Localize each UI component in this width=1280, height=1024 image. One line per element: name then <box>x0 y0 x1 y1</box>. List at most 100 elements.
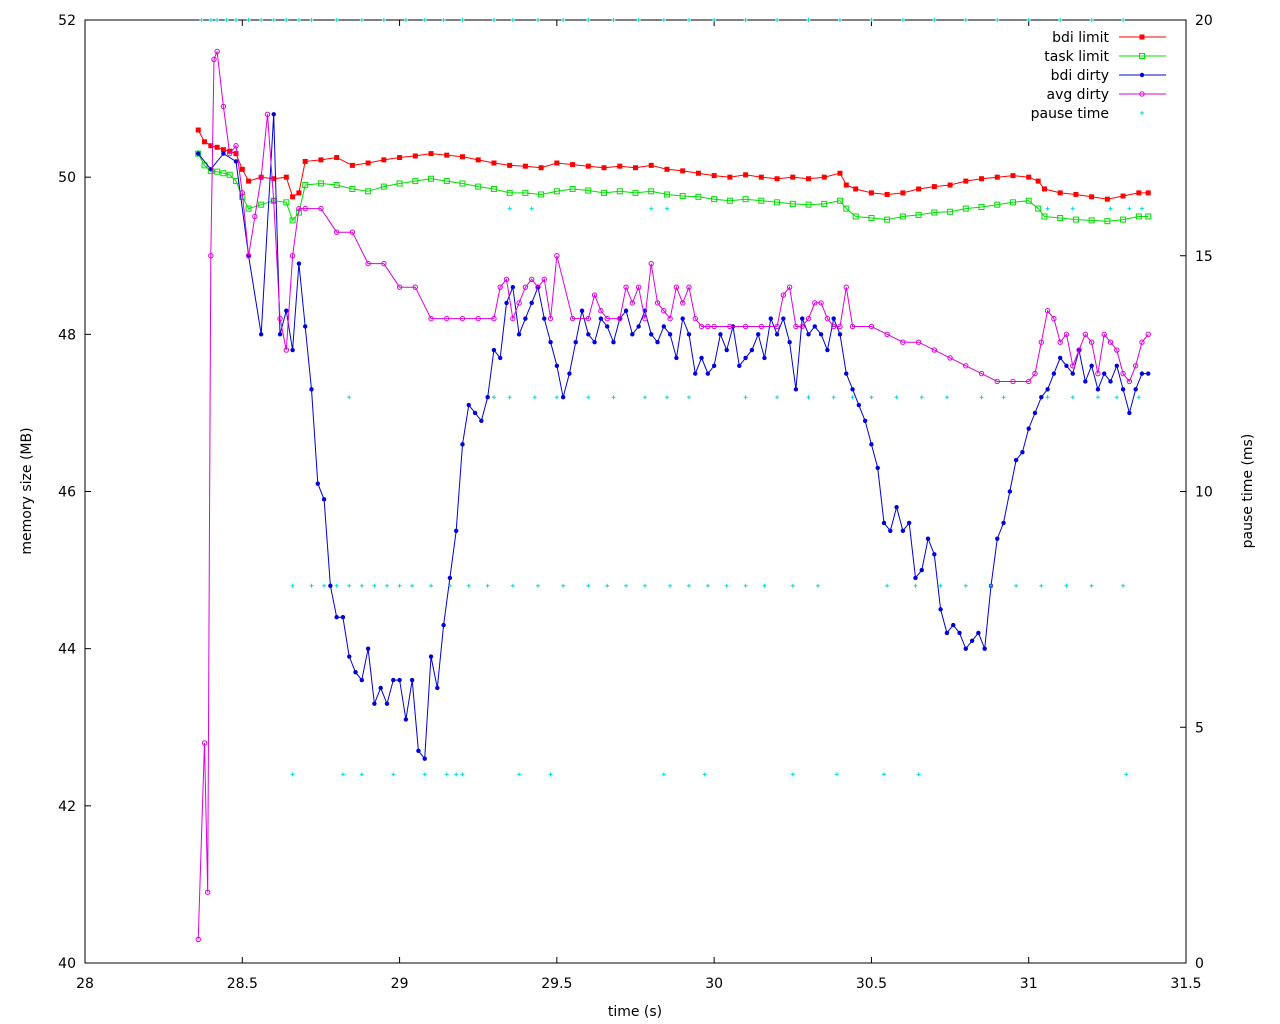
bdi-dirty-point <box>705 371 711 376</box>
pause-time-point <box>664 206 669 211</box>
pause-time-point <box>199 18 204 22</box>
pause-time-point <box>834 772 839 777</box>
bdi-dirty-point <box>762 355 767 361</box>
task-limit-point <box>695 193 702 200</box>
bdi-dirty-point <box>850 387 855 392</box>
bdi-dirty-point <box>321 497 327 502</box>
bdi-dirty-point <box>409 677 415 683</box>
bdi-limit-point <box>979 176 985 182</box>
y-axis-title: memory size (MB) <box>19 427 35 554</box>
avg-dirty-line <box>197 51 1149 940</box>
bdi-dirty-point <box>969 638 975 644</box>
avg-dirty-point <box>541 276 547 283</box>
pause-time-point <box>491 395 496 400</box>
avg-dirty-point <box>978 370 985 377</box>
x-tick-label: 30.5 <box>856 976 887 992</box>
x-axis-title: time (s) <box>608 1004 662 1020</box>
pause-time-point <box>1001 395 1006 400</box>
bdi-dirty-point <box>422 756 427 761</box>
bdi-dirty-point <box>479 418 484 423</box>
bdi-dirty-point <box>296 261 302 266</box>
bdi-dirty-point <box>925 536 931 541</box>
bdi-dirty-point <box>347 654 352 659</box>
task-limit-point <box>317 180 324 187</box>
avg-dirty-point <box>1139 339 1145 345</box>
bdi-dirty-point <box>372 701 377 706</box>
bdi-dirty-point <box>686 332 692 337</box>
pause-time-point <box>1121 583 1126 588</box>
legend: bdi limit task limit bdi dirty avg dirty pau… <box>1031 30 1166 122</box>
bdi-dirty-point <box>1139 371 1145 376</box>
task-limit-point <box>915 211 922 218</box>
bdi-dirty-point <box>724 347 729 353</box>
bdi-dirty-point <box>1026 426 1031 431</box>
avg-dirty-point <box>900 339 906 345</box>
pause-time-point <box>624 583 629 588</box>
bdi-dirty-point <box>963 646 968 651</box>
bdi-dirty-point <box>611 339 616 345</box>
bdi-dirty-point <box>284 308 289 313</box>
bdi-dirty-point <box>743 355 748 361</box>
bdi-dirty-point <box>579 308 585 313</box>
pause-time-point <box>334 18 339 22</box>
task-limit-point <box>1145 213 1152 220</box>
avg-dirty-point <box>661 308 667 314</box>
task-limit-point <box>962 205 969 212</box>
pause-time-point <box>882 772 887 777</box>
y-tick-label: 42 <box>58 799 76 815</box>
avg-dirty-point <box>195 936 201 943</box>
bdi-dirty-point <box>881 520 887 526</box>
pause-time-point <box>790 583 795 588</box>
avg-dirty-point <box>264 111 271 118</box>
pause-time-point <box>410 583 415 588</box>
pause-time-point <box>932 18 937 22</box>
bdi-dirty-point <box>460 442 465 447</box>
bdi-limit-point <box>202 139 208 145</box>
bdi-dirty-point <box>554 363 560 368</box>
bdi-dirty-point <box>1051 371 1057 376</box>
bdi-limit-point <box>570 162 576 168</box>
pause-time-point <box>668 583 673 588</box>
avg-dirty-point <box>1044 308 1051 314</box>
avg-dirty-point <box>333 229 340 235</box>
legend-label-bdi-limit: bdi limit <box>1052 30 1109 46</box>
task-limit-point <box>283 199 290 206</box>
pause-time-point <box>712 18 717 22</box>
bdi-dirty-point <box>818 332 824 337</box>
bdi-limit-point <box>758 174 764 180</box>
avg-dirty-point <box>758 323 765 330</box>
avg-dirty-point <box>252 213 258 220</box>
pause-time-point <box>1089 18 1094 22</box>
bdi-dirty-point <box>1089 363 1094 368</box>
task-limit-point <box>899 213 906 220</box>
bdi-limit-point <box>271 176 277 182</box>
pause-time-point <box>460 772 465 777</box>
bdi-dirty-point <box>441 622 446 628</box>
task-limit-point <box>1072 216 1079 223</box>
bdi-limit-point <box>743 172 749 178</box>
avg-dirty-point <box>654 300 661 306</box>
pause-time-point <box>642 583 647 588</box>
avg-dirty-point <box>1076 347 1082 353</box>
bdi-dirty-point <box>1133 387 1138 392</box>
avg-dirty-point <box>302 205 308 212</box>
bdi-dirty-point <box>328 583 333 588</box>
pause-time-point <box>686 395 691 400</box>
task-limit-point <box>679 193 686 200</box>
bdi-dirty-point <box>888 528 893 533</box>
bdi-dirty-point <box>718 332 723 337</box>
avg-dirty-point <box>830 323 837 330</box>
bdi-dirty-point <box>806 332 811 337</box>
avg-dirty-point <box>444 315 450 322</box>
x-tick-label: 29 <box>391 976 409 992</box>
pause-time-point <box>1045 395 1050 400</box>
pause-time-point <box>535 583 540 588</box>
pause-time-point <box>554 395 559 400</box>
y-axis-left: 40 42 44 46 48 50 52 <box>58 13 91 972</box>
bdi-dirty-point <box>309 387 314 392</box>
avg-dirty-point <box>705 323 711 330</box>
bdi-dirty-point <box>1057 355 1063 361</box>
task-limit-point <box>931 209 938 216</box>
task-limit-point <box>1135 213 1142 220</box>
bdi-dirty-point <box>957 630 962 636</box>
